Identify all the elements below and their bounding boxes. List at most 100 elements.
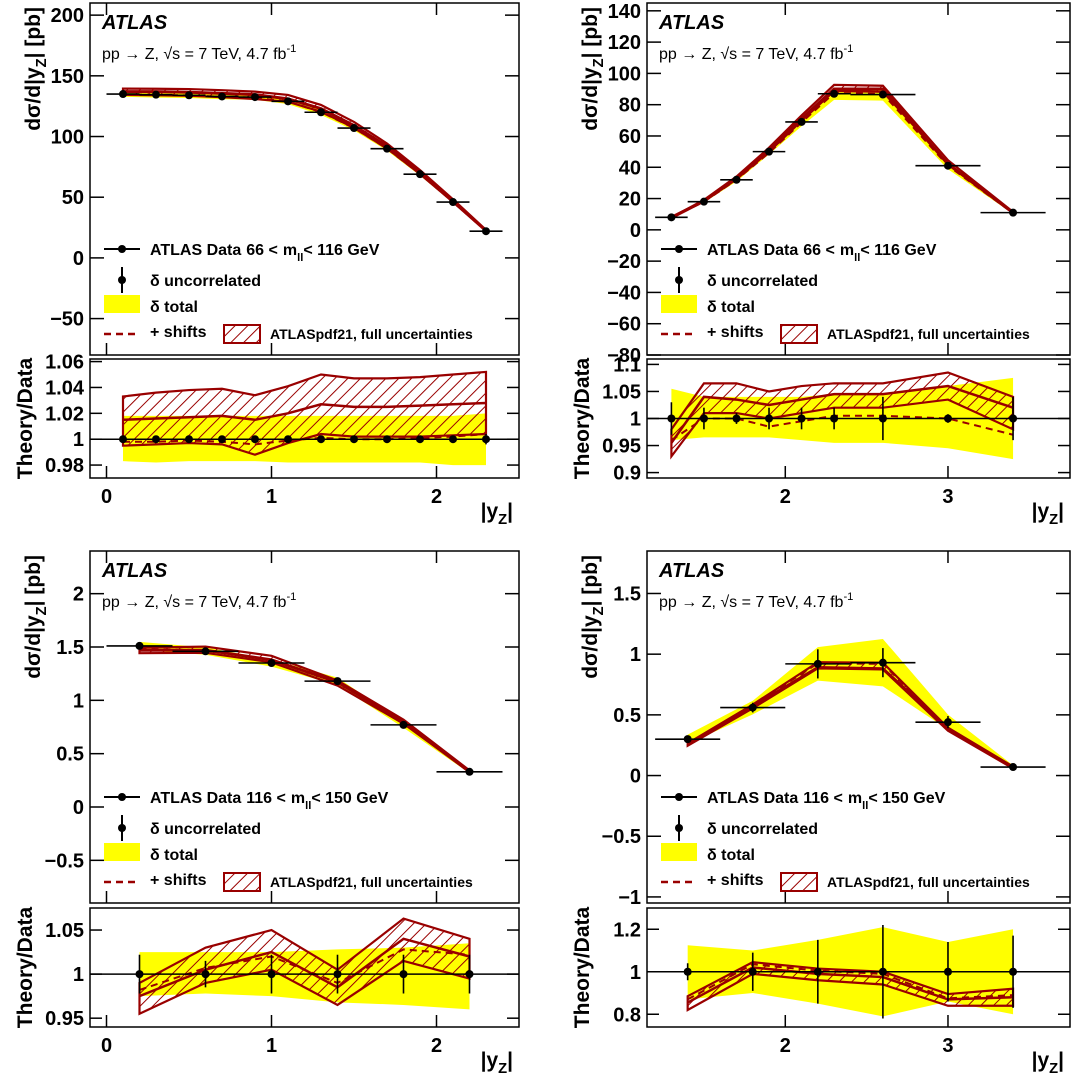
- shifted-data-line: [122, 93, 487, 232]
- main-ytick-label: 1: [630, 644, 641, 666]
- xlabel-part: |: [1058, 1049, 1064, 1072]
- main-ylabel-part: Z: [591, 58, 607, 67]
- legend-data-label-part: ll: [297, 252, 303, 264]
- ratio-data-point: [119, 435, 127, 444]
- xlabel-part: Z: [498, 512, 507, 528]
- ratio-ytick-label: 1.1: [613, 354, 641, 376]
- main-ylabel-part: Z: [34, 606, 50, 615]
- legend-theory-swatch: [780, 324, 818, 344]
- ratio-plot-area: [647, 371, 1070, 460]
- legend-theory-label: ATLASpdf21, full uncertainties: [827, 326, 1030, 342]
- shifted-data-line: [670, 92, 1014, 219]
- data-point: [878, 90, 887, 99]
- legend-data-label-part: ll: [854, 252, 860, 264]
- ratio-data-point: [449, 435, 457, 444]
- ratio-ytick-label: 0.9: [613, 463, 641, 485]
- data-point: [399, 720, 408, 729]
- legend-total-swatch: [104, 843, 140, 861]
- data-point: [830, 89, 839, 98]
- xtick-label: 2: [431, 1035, 442, 1057]
- ratio-ytick-label: 1: [630, 962, 641, 984]
- data-point: [748, 703, 757, 712]
- ratio-shifts-line: [139, 948, 470, 991]
- legend-data-label-part: < 116 GeV: [303, 242, 379, 259]
- ratio-data-point: [830, 414, 839, 423]
- main-plot-area: [655, 83, 1046, 222]
- legend-unc-marker: [118, 276, 126, 284]
- ratio-frame: [646, 907, 1071, 1028]
- data-point: [1009, 763, 1018, 772]
- data-point: [813, 659, 822, 668]
- ratio-ytick-label: 1: [73, 964, 84, 986]
- legend-total-label: δ total: [150, 299, 198, 316]
- legend-data-label-part: m: [283, 242, 297, 259]
- xlabel: |yZ|: [481, 1049, 513, 1077]
- main-ytick-label: −20: [607, 251, 641, 273]
- main-ytick-label: −1: [618, 887, 641, 909]
- ratio-ytick-label: 1.05: [602, 381, 641, 403]
- legend-shifts-label: + shifts: [150, 872, 207, 889]
- process-label: pp → Z, √s = 7 TeV, 4.7 fb-1: [659, 43, 853, 63]
- legend-unc-marker: [675, 276, 683, 284]
- xtick-label: 1: [266, 486, 277, 508]
- total-uncertainty-band: [671, 87, 1014, 218]
- legend-data-label-part: < 150 GeV: [868, 790, 945, 807]
- ratio-data-point: [732, 414, 741, 423]
- ratio-data-point: [399, 970, 408, 979]
- xtick-label: 0: [101, 486, 112, 508]
- main-ytick-label: 0: [73, 248, 84, 270]
- main-ylabel-part: Z: [591, 606, 607, 615]
- legend-data-label-part: 116 <: [246, 790, 286, 807]
- xlabel-part: |y: [481, 1049, 499, 1072]
- theory-line: [670, 87, 1014, 219]
- theory-band: [670, 83, 1015, 221]
- ratio-data-point: [251, 435, 259, 444]
- xlabel-part: |: [507, 500, 513, 523]
- ratio-data-point: [267, 970, 276, 979]
- main-ylabel-part: Z: [34, 58, 50, 67]
- main-ylabel-part: dσ/d|y: [579, 67, 602, 131]
- legend-data-label-part: ATLAS Data: [707, 790, 798, 807]
- main-ytick-label: 100: [608, 63, 641, 85]
- atlas-label: ATLAS: [658, 12, 725, 34]
- main-ylabel: dσ/d|yZ| [pb]: [22, 555, 50, 679]
- data-point: [465, 767, 474, 776]
- process-label-part: -1: [843, 43, 853, 55]
- ratio-ytick-label: 0.95: [602, 436, 641, 458]
- ratio-data-point: [943, 967, 952, 976]
- main-plot-area: [106, 641, 503, 776]
- data-point: [699, 197, 708, 206]
- ratio-data-point: [465, 970, 474, 979]
- legend-theory-label: ATLASpdf21, full uncertainties: [827, 874, 1030, 890]
- xtick-label: 2: [780, 486, 791, 508]
- xlabel: |yZ|: [1032, 1049, 1064, 1077]
- ratio-data-point: [667, 414, 676, 423]
- legend-data-label-part: 66 <: [803, 242, 835, 259]
- main-frame: [646, 550, 1071, 904]
- atlas-label: ATLAS: [101, 560, 168, 582]
- ratio-theory-line: [122, 401, 487, 422]
- xlabel: |yZ|: [481, 500, 513, 528]
- ratio-ytick-label: 1.04: [45, 377, 85, 399]
- ratio-ylabel: Theory/Data: [571, 907, 594, 1029]
- main-ytick-label: 0: [73, 797, 84, 819]
- process-label-part: -1: [286, 43, 296, 55]
- main-ytick-label: −80: [607, 345, 641, 367]
- xlabel: |yZ|: [1032, 500, 1064, 528]
- legend-data-marker: [118, 245, 126, 253]
- ratio-data-point: [201, 970, 210, 979]
- xlabel-part: |: [507, 1049, 513, 1072]
- ratio-ytick-label: 1: [630, 409, 641, 431]
- data-point: [218, 92, 226, 101]
- data-point: [135, 641, 144, 650]
- data-point: [284, 97, 292, 106]
- legend-shifts-label: + shifts: [150, 324, 207, 341]
- data-point: [317, 108, 325, 117]
- xlabel-part: |y: [1032, 1049, 1050, 1072]
- main-ytick-label: −0.5: [602, 826, 641, 848]
- data-point: [267, 659, 276, 667]
- main-ylabel: dσ/d|yZ| [pb]: [22, 7, 50, 131]
- main-ytick-label: 1.5: [613, 583, 641, 605]
